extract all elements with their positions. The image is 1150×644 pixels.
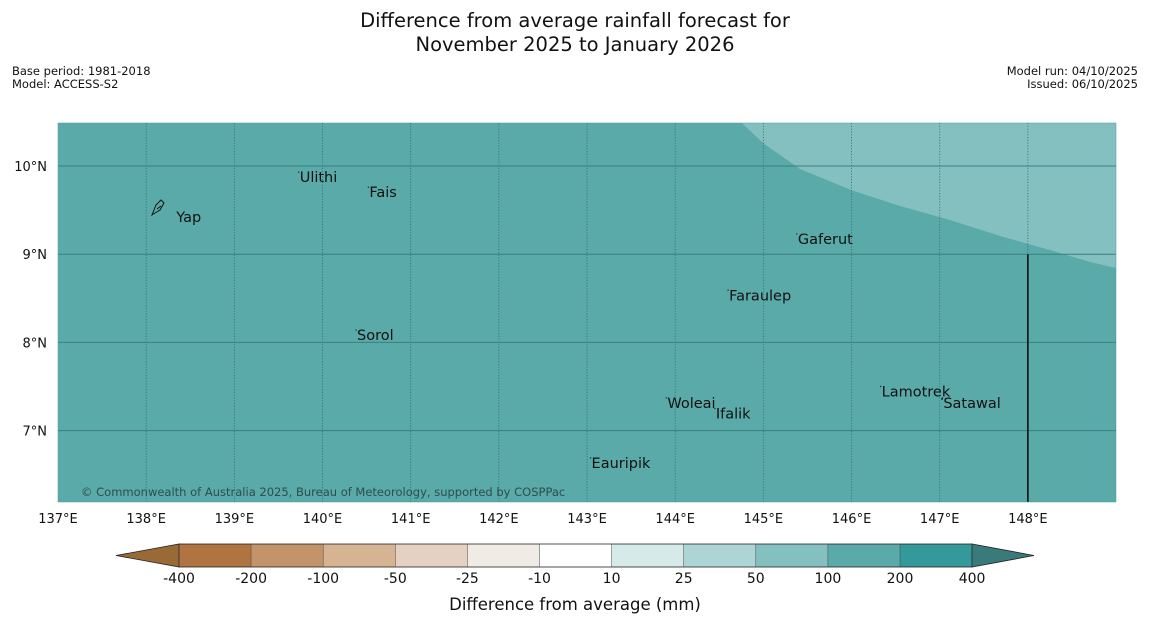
colorbar-bin [539, 544, 612, 567]
meta-right: Model run: 04/10/2025 Issued: 06/10/2025 [1007, 65, 1138, 91]
colorbar-tick-label: 10 [603, 571, 621, 587]
colorbar-tick-label: -400 [163, 571, 195, 587]
island-marker [879, 385, 882, 388]
place-label-gaferut: Gaferut [798, 232, 853, 248]
title-line-2: November 2025 to January 2026 [415, 33, 735, 56]
place-label-yap: Yap [175, 210, 201, 226]
lon-tick-label: 139°E [215, 512, 255, 527]
map-frame [57, 122, 1117, 503]
map-title: Difference from average rainfall forecas… [0, 9, 1150, 57]
colorbar-tick-label: -50 [384, 571, 407, 587]
lon-tick-label: 147°E [920, 512, 960, 527]
island-marker [941, 397, 944, 399]
colorbar-bin [251, 544, 324, 567]
lon-tick-label: 143°E [567, 512, 607, 527]
lat-tick-label: 8°N [23, 336, 48, 351]
island-marker [355, 329, 357, 331]
island-marker [298, 171, 300, 173]
colorbar-bin [467, 544, 540, 567]
colorbar-bin [755, 544, 828, 567]
colorbar-tick-label: -10 [528, 571, 551, 587]
colorbar-tick-label: 50 [747, 571, 765, 587]
colorbar-tick-label: 100 [815, 571, 842, 587]
place-label-eauripik: Eauripik [592, 456, 651, 472]
issued-date: Issued: 06/10/2025 [1027, 77, 1138, 91]
colorbar-bin [827, 544, 900, 567]
colorbar: -400 -200 -100 -50 -25 -10 10 25 50 100 200 400 Diff… [115, 543, 1035, 614]
yap-island-outline [150, 199, 165, 217]
island-marker [727, 289, 729, 292]
lon-tick-label: 144°E [655, 512, 695, 527]
meta-left: Base period: 1981-2018 Model: ACCESS-S2 [12, 65, 151, 91]
place-label-woleai: Woleai [667, 396, 715, 412]
place-label-satawal: Satawal [943, 396, 1000, 412]
lat-tick-label: 9°N [23, 248, 48, 263]
copyright-notice: © Commonwealth of Australia 2025, Bureau… [81, 485, 565, 499]
lon-tick-label: 138°E [126, 512, 166, 527]
lat-tick-label: 7°N [23, 425, 48, 440]
place-label-ulithi: Ulithi [300, 170, 338, 186]
island-marker [589, 457, 592, 459]
colorbar-label: Difference from average (mm) [449, 595, 701, 614]
colorbar-tick-label: -200 [235, 571, 267, 587]
colorbar-bin [611, 544, 684, 567]
lon-tick-label: 140°E [303, 512, 343, 527]
axis-labels: 137°E 138°E 139°E 140°E 141°E 142°E 143°E 144°E… [14, 160, 1047, 527]
colorbar-low-extension [115, 543, 180, 568]
island-marker [714, 407, 716, 410]
title-line-1: Difference from average rainfall forecas… [360, 9, 790, 32]
base-period: Base period: 1981-2018 [12, 64, 151, 78]
place-label-sorol: Sorol [357, 328, 394, 344]
lat-tick-label: 10°N [14, 160, 47, 175]
island-marker [665, 397, 668, 399]
island-marker [367, 186, 370, 188]
island-marker [796, 233, 798, 235]
lon-tick-label: 137°E [38, 512, 78, 527]
colorbar-bin [900, 544, 973, 567]
colorbar-bin [323, 544, 396, 567]
place-label-ifalik: Ifalik [716, 407, 751, 423]
colorbar-high-extension [971, 543, 1035, 568]
lon-tick-label: 142°E [479, 512, 519, 527]
lon-tick-label: 145°E [744, 512, 784, 527]
lon-tick-label: 146°E [832, 512, 872, 527]
lon-tick-label: 148°E [1008, 512, 1048, 527]
colorbar-tick-label: -100 [307, 571, 339, 587]
place-label-lamotrek: Lamotrek [882, 385, 951, 401]
map-area: Yap Ulithi Fais Gaferut Faraulep Sorol Lamotre… [57, 122, 1117, 503]
model-name: Model: ACCESS-S2 [12, 77, 119, 91]
colorbar-bin [179, 544, 252, 567]
place-label-fais: Fais [369, 185, 396, 201]
colorbar-tick-label: -25 [456, 571, 479, 587]
place-label-faraulep: Faraulep [729, 288, 791, 304]
colorbar-tick-label: 200 [887, 571, 914, 587]
lon-tick-label: 141°E [391, 512, 431, 527]
wetter-region [742, 123, 1116, 268]
colorbar-bin [395, 544, 468, 567]
model-run: Model run: 04/10/2025 [1006, 64, 1138, 78]
colorbar-bin [683, 544, 756, 567]
colorbar-tick-label: 400 [959, 571, 986, 587]
colorbar-tick-label: 25 [675, 571, 693, 587]
